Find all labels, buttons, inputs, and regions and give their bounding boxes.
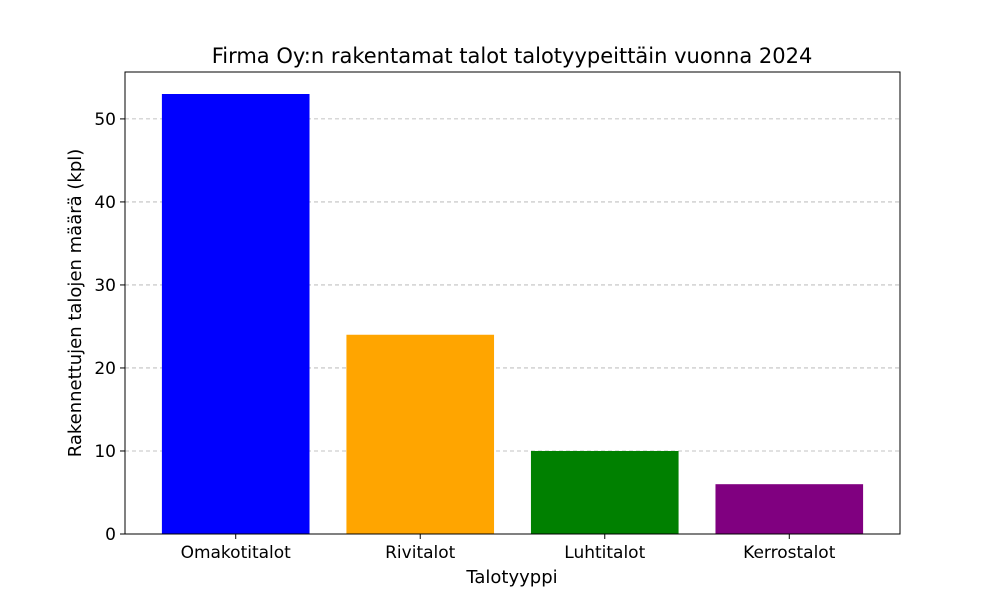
chart-title: Firma Oy:n rakentamat talot talotyypeitt… <box>212 44 813 68</box>
y-tick-label: 40 <box>94 193 116 213</box>
x-axis-label: Talotyyppi <box>465 567 557 588</box>
x-tick-label: Rivitalot <box>385 543 456 563</box>
x-tick-label: Kerrostalot <box>743 543 836 563</box>
bars <box>161 94 864 534</box>
y-tick-label: 10 <box>94 442 116 462</box>
y-tick-label: 20 <box>94 359 116 379</box>
y-axis-label: Rakennettujen talojen määrä (kpl) <box>65 149 86 458</box>
x-tick-label: Luhtitalot <box>564 543 645 563</box>
y-tick-label: 50 <box>94 110 116 130</box>
x-axis-ticks: Omakotitalot Rivitalot Luhtitalot Kerrostal… <box>181 534 836 563</box>
bar-rivitalot <box>346 334 495 534</box>
y-tick-label: 0 <box>105 525 116 545</box>
y-tick-label: 30 <box>94 276 116 296</box>
bar-kerrostalot <box>715 484 864 534</box>
x-tick-label: Omakotitalot <box>181 543 292 563</box>
bar-luhtitalot <box>530 450 679 534</box>
plot-frame <box>124 71 901 535</box>
y-axis-ticks: 0 10 20 30 40 50 <box>94 110 125 545</box>
bar-omakotitalot <box>161 94 310 534</box>
